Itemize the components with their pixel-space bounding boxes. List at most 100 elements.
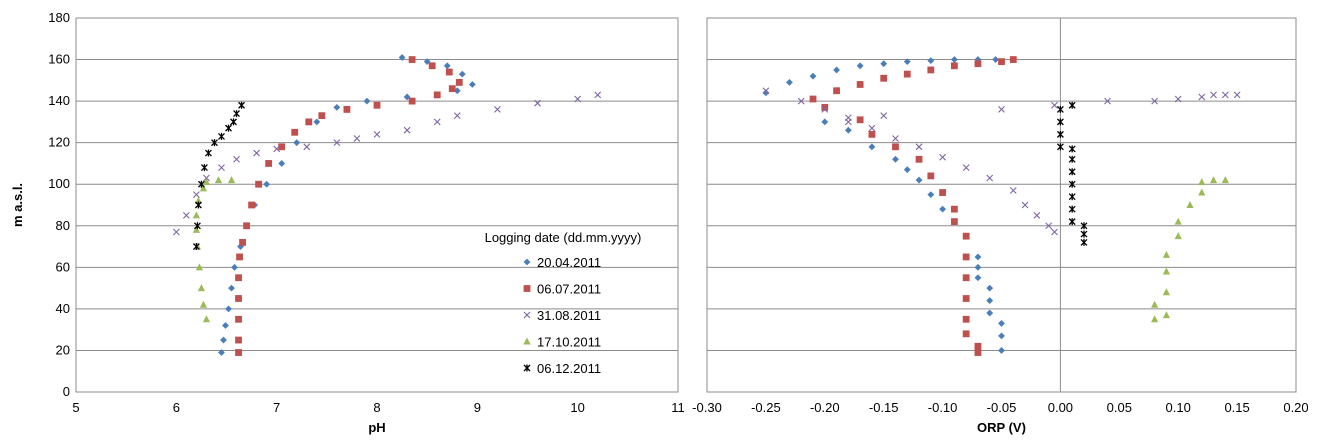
x-tick-label: 11 — [671, 400, 685, 415]
data-point — [248, 201, 255, 209]
data-point — [856, 116, 864, 124]
data-point — [786, 79, 793, 86]
data-point — [809, 95, 817, 103]
data-point — [915, 176, 923, 184]
data-point — [202, 178, 211, 186]
data-point — [1080, 222, 1088, 230]
data-point — [1068, 205, 1076, 213]
y-tick-label: 60 — [56, 259, 70, 274]
data-point — [821, 106, 829, 113]
x-axis-label: ORP (V) — [977, 420, 1026, 435]
data-point — [856, 81, 864, 88]
data-point — [403, 126, 411, 134]
data-point — [594, 91, 602, 99]
series-17.10.2011 — [1151, 176, 1229, 323]
data-point — [915, 143, 923, 151]
data-point — [1033, 212, 1041, 219]
legend-marker — [523, 258, 531, 266]
data-point — [182, 212, 190, 219]
data-point — [235, 349, 242, 356]
data-point — [903, 166, 911, 174]
legend-entry-label: 17.10.2011 — [537, 335, 601, 350]
series-31.08.2011 — [172, 91, 602, 236]
data-point — [398, 54, 406, 61]
series-06.07.2011 — [235, 56, 463, 356]
data-point — [253, 149, 260, 157]
data-point — [1210, 91, 1217, 99]
data-point — [448, 85, 456, 93]
data-point — [222, 322, 229, 329]
data-point — [453, 87, 461, 95]
data-point — [236, 253, 243, 261]
legend-marker — [523, 337, 531, 345]
data-point — [197, 180, 205, 188]
data-point — [892, 155, 899, 163]
data-point — [428, 62, 436, 70]
data-point — [927, 191, 935, 199]
data-point — [353, 135, 361, 142]
data-point — [433, 118, 441, 126]
data-point — [193, 191, 200, 198]
data-point — [192, 211, 200, 219]
data-point — [762, 87, 770, 95]
data-point — [458, 70, 466, 78]
data-point — [313, 118, 321, 126]
data-point — [1045, 222, 1053, 230]
data-point — [939, 153, 946, 161]
data-point — [195, 263, 204, 271]
y-axis-label: m a.s.l. — [10, 183, 25, 227]
data-point — [868, 143, 876, 151]
data-point — [950, 218, 958, 226]
y-tick-label: 80 — [56, 218, 70, 233]
x-tick-label: 0.05 — [1107, 400, 1132, 415]
data-point — [1104, 97, 1111, 105]
data-point — [204, 149, 212, 157]
data-point — [235, 295, 242, 302]
legend-marker — [523, 285, 531, 292]
plot-frame — [75, 17, 679, 393]
data-point — [1162, 288, 1171, 296]
data-point — [974, 342, 982, 350]
data-point — [237, 243, 244, 250]
x-tick-label: 5 — [72, 400, 79, 415]
data-point — [1174, 217, 1182, 225]
orp-chart-panel: -0.30 -0.25 -0.20 -0.15 -0.10 -0.05 0.00 0.05 0.… — [692, 17, 1309, 435]
data-point — [211, 139, 218, 147]
data-point — [408, 97, 416, 105]
x-tick-label: 8 — [373, 400, 380, 415]
x-axis-label: pH — [368, 420, 385, 435]
ph-chart-panel: 0 20 40 60 80 100 120 140 160 180 5 6 7 8 9 10 11 pH m a.s… — [10, 10, 685, 435]
data-point — [373, 101, 381, 109]
data-point — [1233, 91, 1241, 99]
data-point — [880, 74, 888, 82]
data-point — [974, 60, 982, 68]
x-tick-label: 0.10 — [1166, 400, 1191, 415]
data-point — [833, 87, 840, 95]
x-tick-label: 9 — [474, 400, 481, 415]
data-point — [1051, 101, 1058, 109]
data-point — [892, 135, 899, 142]
data-point — [203, 174, 210, 182]
data-point — [455, 79, 463, 86]
data-point — [950, 56, 958, 63]
y-tick-label: 20 — [56, 342, 70, 357]
data-point — [880, 112, 888, 120]
data-point — [939, 205, 946, 213]
data-point — [998, 332, 1005, 340]
data-point — [762, 89, 770, 97]
data-point — [228, 284, 235, 292]
data-point — [962, 330, 970, 338]
legend-marker — [523, 364, 531, 372]
data-point — [962, 232, 970, 240]
data-point — [214, 176, 223, 184]
data-point — [986, 174, 994, 182]
data-point — [303, 143, 311, 151]
data-point — [1056, 105, 1064, 113]
data-point — [468, 81, 476, 88]
data-point — [193, 222, 201, 230]
data-point — [233, 110, 240, 118]
data-point — [950, 205, 958, 213]
data-point — [199, 300, 208, 308]
data-point — [962, 274, 970, 282]
series-20.04.2011 — [218, 54, 476, 356]
